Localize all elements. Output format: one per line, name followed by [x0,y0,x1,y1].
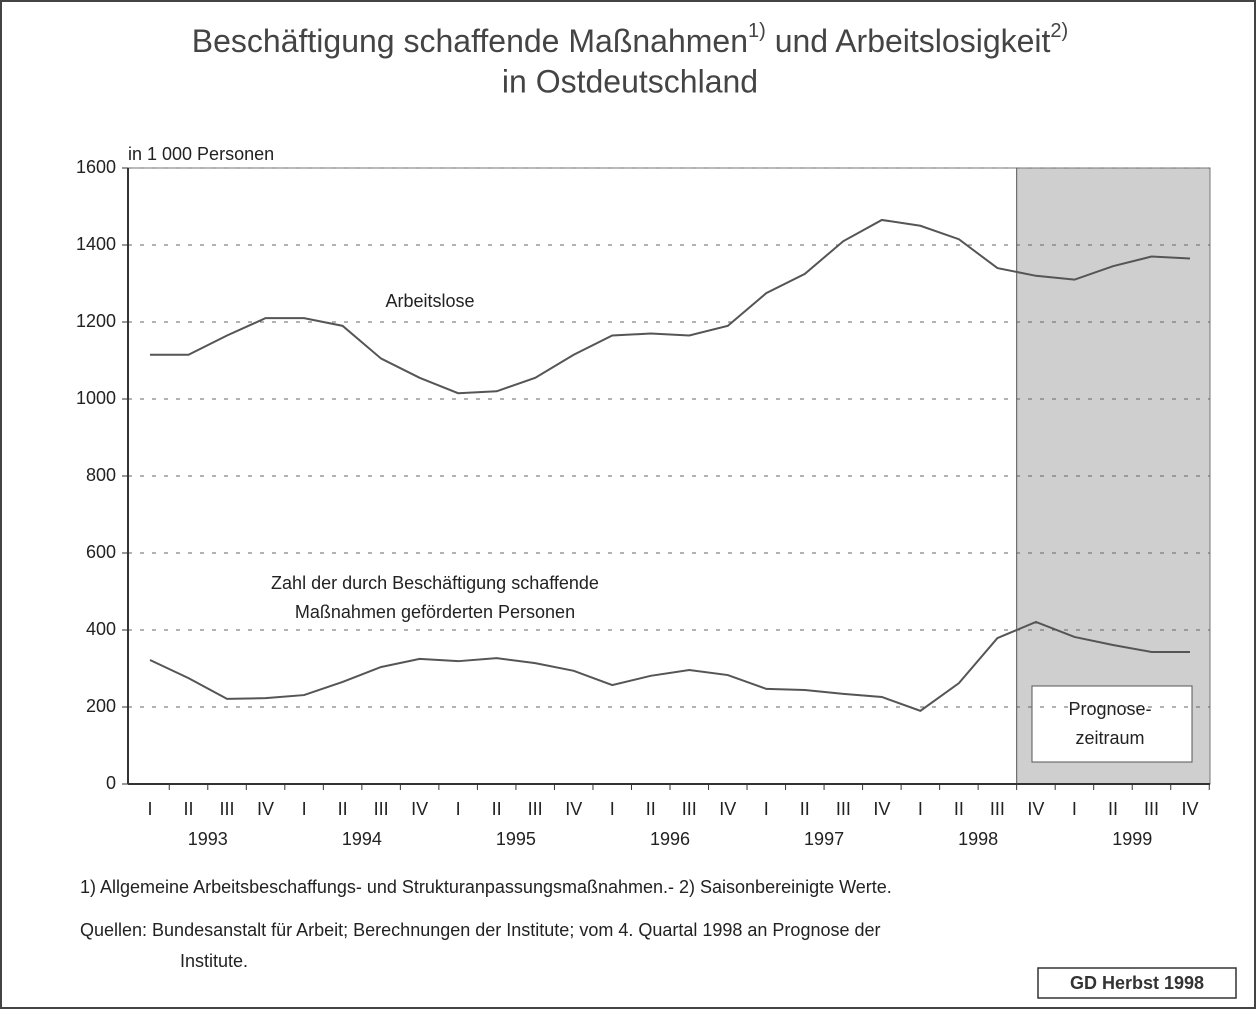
year-label: 1997 [804,829,844,849]
year-label: 1998 [958,829,998,849]
year-label: 1996 [650,829,690,849]
x-tick-label: III [528,799,543,819]
x-tick-label: IV [1027,799,1044,819]
forecast-label: Prognose- [1068,699,1151,719]
x-tick-label: I [147,799,152,819]
y-tick-label: 1000 [76,388,116,408]
x-tick-label: IV [565,799,582,819]
x-tick-label: II [800,799,810,819]
x-tick-label: II [184,799,194,819]
x-tick-label: III [682,799,697,819]
y-tick-label: 1600 [76,157,116,177]
x-tick-label: II [492,799,502,819]
y-axis-label: in 1 000 Personen [128,144,274,164]
series-label: Zahl der durch Beschäftigung schaffende [271,573,599,593]
year-label: 1994 [342,829,382,849]
y-tick-label: 800 [86,465,116,485]
x-tick-label: IV [411,799,428,819]
y-tick-label: 600 [86,542,116,562]
x-tick-label: III [374,799,389,819]
x-tick-label: I [302,799,307,819]
title-note: 1) [748,20,766,42]
x-tick-label: II [338,799,348,819]
x-tick-label: I [764,799,769,819]
x-tick-label: I [918,799,923,819]
y-tick-label: 200 [86,696,116,716]
x-tick-label: I [1072,799,1077,819]
forecast-box [1031,685,1193,763]
x-tick-label: II [1108,799,1118,819]
x-tick-label: III [220,799,235,819]
x-tick-label: IV [1181,799,1198,819]
x-tick-label: II [646,799,656,819]
forecast-label: zeitraum [1075,728,1144,748]
y-tick-label: 1400 [76,234,116,254]
y-tick-label: 0 [106,773,116,793]
footnote: Institute. [180,951,248,971]
title-part: und Arbeitslosigkeit [766,23,1051,59]
x-tick-label: III [1144,799,1159,819]
year-label: 1999 [1112,829,1152,849]
title-note: 2) [1050,20,1068,42]
series-label: Arbeitslose [385,291,474,311]
y-tick-label: 1200 [76,311,116,331]
x-tick-label: I [610,799,615,819]
year-label: 1993 [188,829,228,849]
badge-box [1037,967,1237,999]
x-tick-label: III [836,799,851,819]
x-tick-label: II [954,799,964,819]
title-part: Beschäftigung schaffende Maßnahmen [192,23,748,59]
series-line [149,620,1190,712]
x-tick-label: III [990,799,1005,819]
series-line [150,218,1191,395]
x-tick-label: IV [873,799,890,819]
footnote: Quellen: Bundesanstalt für Arbeit; Berec… [80,920,881,940]
x-tick-label: IV [719,799,736,819]
chart-title: Beschäftigung schaffende Maßnahmen1) und… [192,20,1068,59]
footnote: 1) Allgemeine Arbeitsbeschaffungs- und S… [80,877,892,897]
series-label: Maßnahmen geförderten Personen [295,602,575,622]
x-tick-label: I [456,799,461,819]
x-tick-label: IV [257,799,274,819]
y-tick-label: 400 [86,619,116,639]
year-label: 1995 [496,829,536,849]
chart-title: in Ostdeutschland [502,63,758,99]
badge: GD Herbst 1998 [1070,973,1204,993]
